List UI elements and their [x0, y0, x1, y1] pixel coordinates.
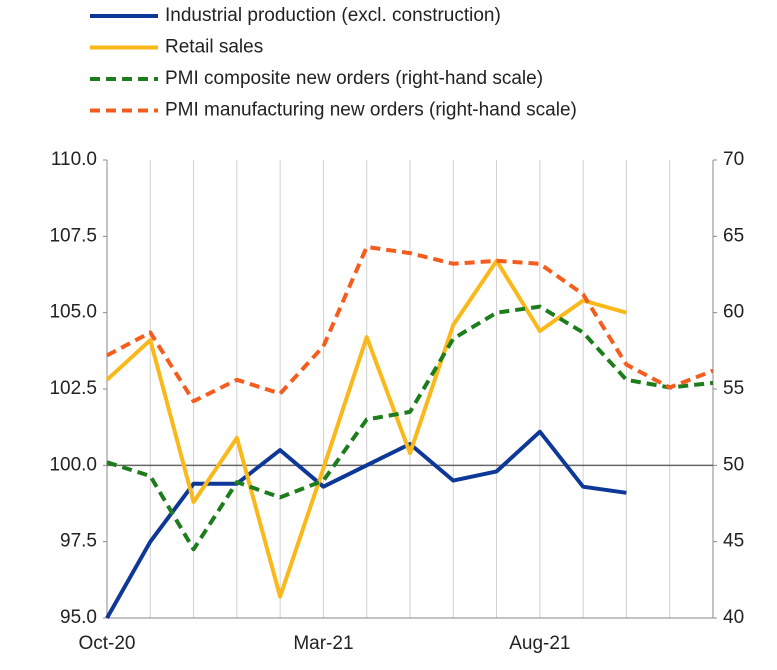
y-tick-label: 107.5	[49, 225, 97, 246]
y2-tick-label: 55	[723, 378, 744, 399]
series-line	[106, 245, 714, 404]
y-tick-label: 97.5	[60, 531, 97, 552]
series-line	[105, 258, 627, 599]
x-tick-label: Aug-21	[509, 633, 570, 654]
y2-tick-label: 40	[723, 607, 744, 628]
legend-label: Retail sales	[165, 37, 263, 58]
series-line	[105, 429, 627, 619]
x-tick-label: Mar-21	[293, 633, 353, 654]
legend-label: PMI composite new orders (right-hand sca…	[165, 68, 543, 89]
y-tick-label: 95.0	[60, 607, 97, 628]
y-tick-label: 102.5	[49, 378, 97, 399]
y2-tick-label: 70	[723, 149, 744, 170]
y-tick-label: 105.0	[49, 302, 97, 323]
y2-tick-label: 45	[723, 531, 744, 552]
x-tick-label: Oct-20	[78, 633, 135, 654]
y-tick-label: 100.0	[49, 454, 97, 475]
series-line	[106, 304, 714, 552]
legend-label: Industrial production (excl. constructio…	[165, 5, 501, 26]
y2-tick-label: 65	[723, 225, 744, 246]
y2-tick-label: 60	[723, 302, 744, 323]
y-tick-label: 110.0	[51, 149, 97, 170]
legend-label: PMI manufacturing new orders (right-hand…	[165, 100, 577, 121]
y2-tick-label: 50	[723, 454, 744, 475]
